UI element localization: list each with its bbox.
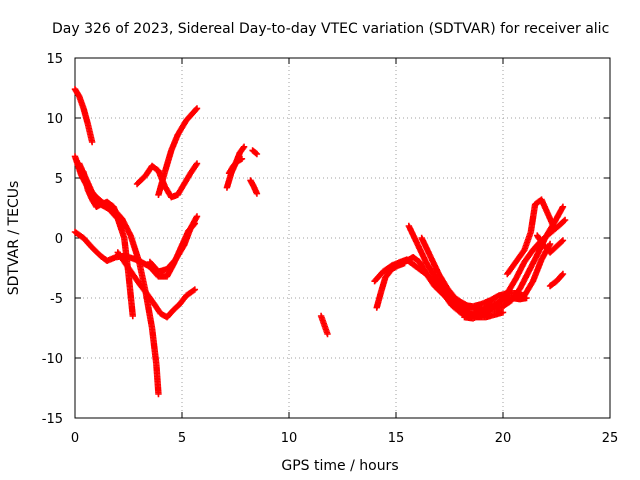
data-point-marker	[192, 106, 200, 113]
x-tick-label: 0	[71, 431, 79, 446]
series-s24	[546, 270, 567, 290]
data-point-marker	[193, 105, 201, 112]
data-point-marker	[551, 225, 558, 232]
series-s9	[146, 213, 201, 275]
series-s22	[504, 196, 558, 278]
y-axis-label: SDTVAR / TECUs	[6, 181, 22, 296]
y-tick-label: -5	[50, 292, 63, 307]
series-s6	[114, 249, 199, 321]
data-point-marker	[192, 161, 200, 168]
y-tick-label: -10	[42, 352, 63, 367]
x-tick-label: 20	[495, 431, 512, 446]
y-tick-label: 0	[55, 232, 63, 247]
data-point-marker	[88, 138, 96, 146]
data-point-marker	[193, 213, 201, 220]
series-s14	[317, 312, 331, 338]
data-point-marker	[191, 286, 199, 293]
data-point-marker	[238, 155, 246, 162]
y-tick-label: 10	[46, 112, 63, 127]
data-point-marker	[324, 330, 331, 338]
series-s12	[249, 147, 261, 158]
data-point-marker	[558, 271, 566, 279]
data-point-marker	[193, 160, 201, 167]
x-tick-label: 25	[602, 431, 619, 446]
series-s23	[534, 232, 567, 256]
series-s18	[405, 222, 507, 321]
data-point-marker	[559, 203, 567, 210]
series-s13	[247, 177, 261, 197]
y-tick-label: -15	[42, 412, 63, 427]
data-point-marker	[240, 144, 247, 152]
data-point-marker	[559, 270, 567, 278]
y-tick-label: 5	[55, 172, 63, 187]
data-point-marker	[252, 149, 260, 157]
data-point-marker	[499, 309, 507, 316]
x-tick-label: 5	[178, 431, 186, 446]
data-point-marker	[240, 143, 248, 150]
grid	[75, 58, 610, 418]
y-tick-label: 15	[46, 52, 63, 67]
series-s11	[225, 155, 246, 177]
axis-ticks: 0 5 10 15 20 25 -15 -10 -5 0 5 10 15	[42, 52, 619, 446]
data-point-marker	[118, 222, 126, 230]
data-point-marker	[559, 237, 567, 244]
data-point-marker	[561, 216, 569, 224]
series-s7	[133, 160, 201, 201]
data-points	[71, 86, 569, 398]
x-axis-label: GPS time / hours	[281, 458, 398, 474]
data-point-marker	[253, 190, 261, 197]
series-s8	[155, 105, 201, 198]
data-point-marker	[253, 150, 261, 158]
series-s15	[373, 260, 408, 311]
data-point-marker	[155, 390, 162, 398]
data-point-marker	[560, 217, 568, 225]
data-point-marker	[546, 240, 554, 248]
x-tick-label: 10	[281, 431, 298, 446]
series-s4	[80, 168, 126, 230]
x-tick-label: 15	[388, 431, 405, 446]
series-s1	[71, 86, 96, 146]
data-point-marker	[190, 287, 197, 294]
chart-title: Day 326 of 2023, Sidereal Day-to-day VTE…	[52, 21, 609, 37]
data-point-marker	[558, 238, 566, 245]
data-point-marker	[129, 312, 136, 320]
